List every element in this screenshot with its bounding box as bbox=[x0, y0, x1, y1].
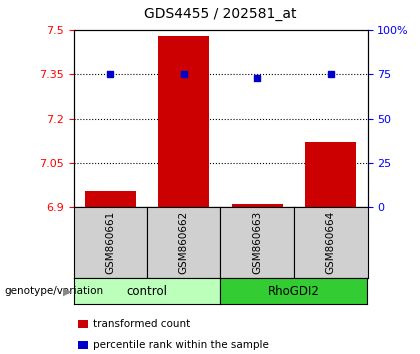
Text: control: control bbox=[126, 285, 168, 298]
Text: transformed count: transformed count bbox=[93, 319, 191, 329]
Bar bbox=[305, 142, 357, 207]
Text: percentile rank within the sample: percentile rank within the sample bbox=[93, 340, 269, 350]
Text: GSM860664: GSM860664 bbox=[326, 211, 336, 274]
Text: genotype/variation: genotype/variation bbox=[4, 286, 103, 296]
Text: GSM860663: GSM860663 bbox=[252, 211, 262, 274]
Bar bbox=[158, 36, 210, 207]
Text: RhoGDI2: RhoGDI2 bbox=[268, 285, 320, 298]
Bar bbox=[84, 192, 136, 207]
Text: GSM860661: GSM860661 bbox=[105, 211, 115, 274]
Text: GSM860662: GSM860662 bbox=[179, 211, 189, 274]
Bar bbox=[231, 204, 283, 207]
Text: ▶: ▶ bbox=[63, 286, 71, 296]
Text: GDS4455 / 202581_at: GDS4455 / 202581_at bbox=[144, 7, 297, 21]
